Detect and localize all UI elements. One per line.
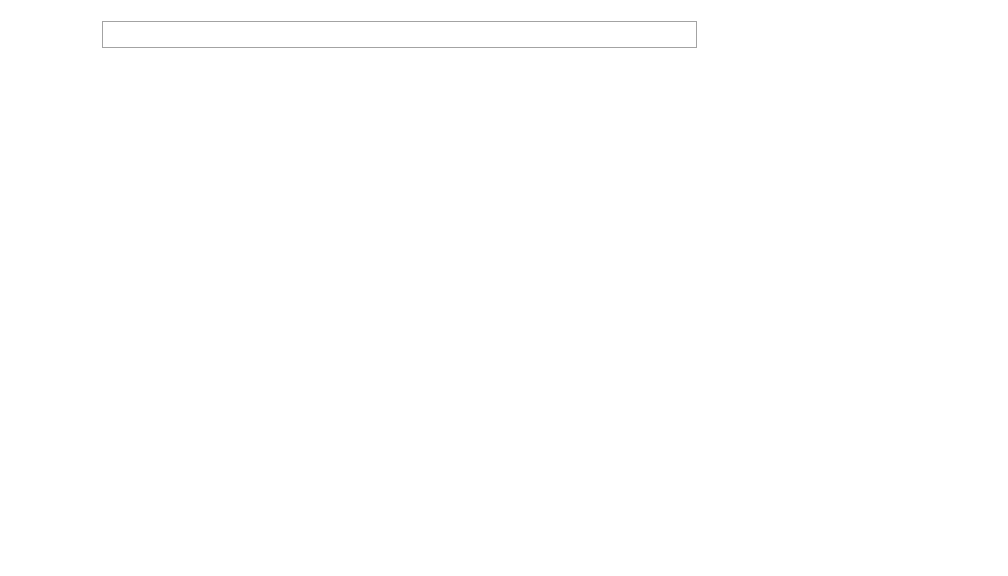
fit-parameters-box bbox=[102, 21, 697, 48]
